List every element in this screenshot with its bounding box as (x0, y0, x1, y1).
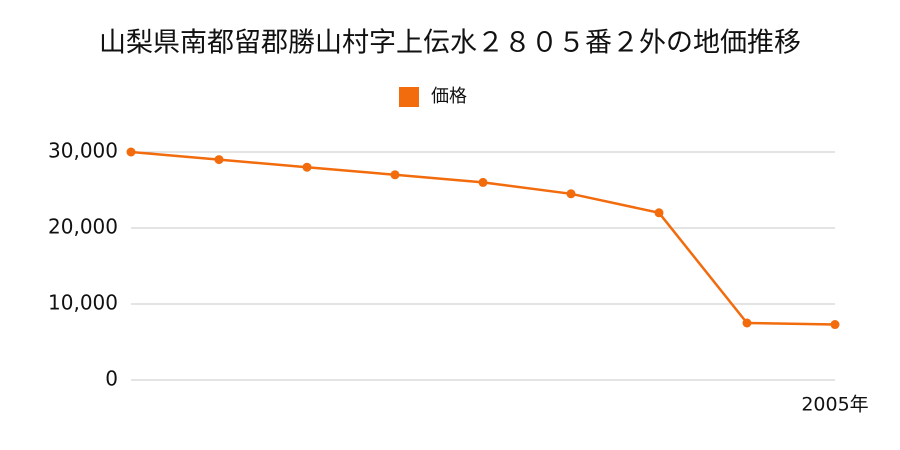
data-point (390, 170, 400, 180)
data-point (566, 189, 576, 199)
y-tick-label: 20,000 (48, 215, 118, 239)
y-tick-label: 10,000 (48, 291, 118, 315)
data-point (126, 147, 136, 157)
legend-swatch (399, 87, 419, 107)
data-point (478, 177, 488, 187)
data-point (742, 318, 752, 328)
y-tick-label: 0 (105, 367, 118, 391)
legend-label: 価格 (431, 86, 467, 107)
y-tick-label: 30,000 (48, 139, 118, 163)
data-point (830, 320, 840, 330)
series-line (130, 150, 836, 326)
data-point (214, 155, 224, 165)
x-tick-label: 2005年 (801, 394, 868, 416)
data-point (654, 208, 664, 218)
data-point (302, 162, 312, 172)
chart-title: 山梨県南都留郡勝山村字上伝水２８０５番２外の地価推移 (99, 28, 801, 59)
